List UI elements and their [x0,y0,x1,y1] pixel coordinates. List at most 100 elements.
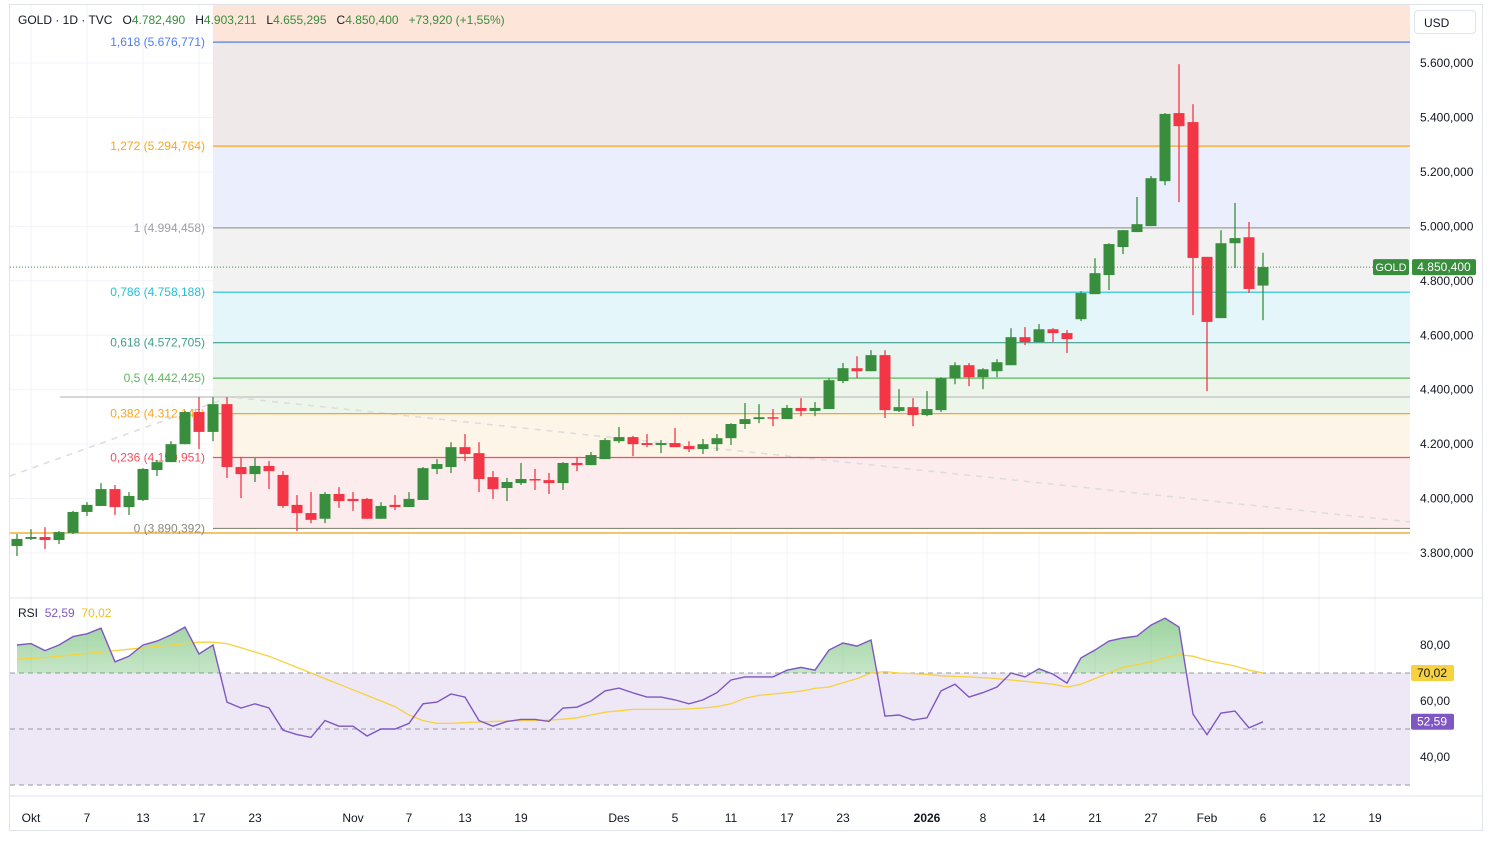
candle-body [683,446,695,450]
candle-body [725,424,737,439]
rsi-value: 52,59 [44,606,75,620]
candle-body [1173,113,1185,127]
candle-body [557,462,569,484]
candle-body [1005,337,1017,366]
price-axis-label: 4.800,000 [1420,274,1474,288]
rsi-overbought-fill [17,618,1263,673]
rsi-label[interactable]: RSI [18,606,39,620]
candle-body [417,468,429,500]
candle-body [543,480,555,484]
candle-body [585,455,597,466]
candle-body [179,412,191,445]
symbol-legend: GOLD · 1D · TVC O4.782,490 H4.903,211 L4… [18,13,505,27]
change-value: +73,920 (+1,55%) [408,13,505,27]
price-axis-label: 5.200,000 [1420,165,1474,179]
candle-body [137,468,149,500]
fib-level-label: 0,786 (4.758,188) [110,285,205,299]
fib-band [213,342,1410,379]
fib-level-label: 0,5 (4.442,425) [124,371,205,385]
candle-body [375,505,387,519]
high-value: 4.903,211 [203,13,257,27]
fib-band [213,378,1410,414]
candle-body [739,419,751,425]
candle-body [963,365,975,378]
time-axis-label: 21 [1088,811,1102,825]
time-axis-label: 23 [836,811,850,825]
candle-body [907,407,919,416]
candle-body [123,495,135,508]
candle-body [599,440,611,460]
time-axis-label: Okt [22,811,41,825]
low-value: 4.655,295 [273,13,327,27]
price-axis-label: 5.400,000 [1420,110,1474,124]
price-axis-label: 3.800,000 [1420,546,1474,560]
candle-body [445,447,457,468]
time-axis-label: Nov [342,811,363,825]
candle-body [1257,267,1269,286]
candle-body [361,498,373,519]
time-axis-label: 2026 [914,811,941,825]
rsi-badge [1411,713,1454,730]
price-axis-label: 4.200,000 [1420,437,1474,451]
price-axis-label: 5.600,000 [1420,56,1474,70]
candle-body [1019,337,1031,343]
candle-body [389,504,401,508]
candle-body [1187,122,1199,258]
candle-body [207,404,219,432]
open-value: 4.782,490 [131,13,186,27]
fib-band [213,42,1410,147]
candle-body [865,355,877,372]
open-label: O [122,13,132,27]
rsi-line [16,617,1264,739]
fib-level-label: 0 (3.890,392) [134,521,205,535]
candle-body [809,407,821,411]
time-axis-label: 23 [248,811,262,825]
candle-body [277,474,289,506]
candle-body [1243,237,1255,289]
candle-body [1117,230,1129,248]
candle-body [1145,178,1157,227]
candle-body [893,407,905,411]
chart-frame [9,4,1483,831]
candle-body [403,498,415,508]
rsi-band [10,673,1410,785]
price-axis [1410,5,1482,597]
fib-level-label: 0,618 (4.572,705) [110,336,205,350]
time-axis-label: 6 [1260,811,1267,825]
fib-band [213,292,1410,343]
price-axis-label: 4.600,000 [1420,328,1474,342]
symbol-label[interactable]: GOLD · 1D · TVC [18,13,113,27]
candle-body [949,365,961,379]
candle-body [669,443,681,448]
candle-body [627,437,639,445]
rsi-axis-label: 80,00 [1420,638,1450,652]
candle-body [977,369,989,378]
candle-body [1103,244,1115,276]
candle-body [235,467,247,475]
candle-body [473,453,485,480]
price-axis-label: 5.000,000 [1420,219,1474,233]
candle-body [753,417,765,420]
candle-body [571,462,583,466]
candle-body [991,362,1003,372]
time-axis-label: 17 [780,811,794,825]
price-axis-label: 4.400,000 [1420,383,1474,397]
candle-body [305,513,317,520]
time-axis-label: 27 [1144,811,1158,825]
rsi-badge-value: 52,59 [1417,715,1447,729]
currency-button[interactable]: USD [1414,10,1476,34]
candle-body [1131,224,1143,233]
fib-level-label: 0,382 (4.312,145) [110,407,205,421]
candle-body [1061,333,1073,340]
candle-body [515,479,527,484]
candle-body [795,407,807,411]
candle-body [319,493,331,519]
candle-body [53,532,65,540]
candle-body [935,378,947,411]
candle-body [11,538,23,546]
dashed-trendline [9,396,1411,523]
candle-body [81,504,93,512]
candle-body [529,479,541,481]
last-price-symbol-badge [1373,259,1409,276]
